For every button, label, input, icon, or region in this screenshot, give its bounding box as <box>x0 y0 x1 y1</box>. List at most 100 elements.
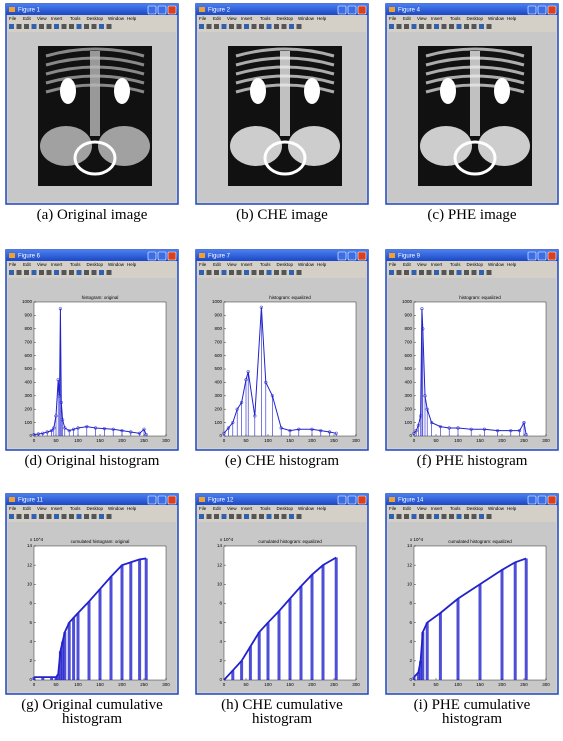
toolbar-icon <box>449 24 454 29</box>
x-tick-label: 200 <box>118 682 126 687</box>
window-title: Figure 11 <box>18 498 44 504</box>
window-title: Figure 9 <box>398 254 421 260</box>
menu-item: Help <box>317 506 327 511</box>
window-title: Figure 12 <box>208 498 234 504</box>
toolbar-icon <box>289 514 294 519</box>
menu-item: Tools <box>260 262 271 267</box>
plot-title: cumulated histogram: equalized <box>448 539 512 544</box>
toolbar-icon <box>442 514 447 519</box>
menu-item: Window <box>298 16 315 21</box>
menu-item: File <box>389 506 397 511</box>
toolbar-icon <box>62 24 67 29</box>
toolbar-icon <box>229 24 234 29</box>
y-tick-label: 14 <box>217 543 223 548</box>
toolbar-icon <box>282 270 287 275</box>
toolbar-icon <box>17 270 22 275</box>
toolbar-icon <box>92 514 97 519</box>
x-tick-label: 300 <box>352 438 360 443</box>
x-tick-label: 50 <box>53 438 59 443</box>
figure: Figure 1FileEditViewInsertToolsDesktopWi… <box>0 0 563 741</box>
menu-item: Tools <box>70 506 81 511</box>
x-tick-label: 200 <box>118 438 126 443</box>
x-tick-label: 250 <box>520 682 528 687</box>
x-tick-label: 300 <box>162 438 170 443</box>
toolbar-icon <box>207 24 212 29</box>
x-tick-label: 300 <box>542 682 550 687</box>
toolbar-icon <box>39 24 44 29</box>
window-button <box>548 6 556 14</box>
x-tick-label: 250 <box>140 682 148 687</box>
toolbar-icon <box>419 24 424 29</box>
window-button <box>168 496 176 504</box>
toolbar-icon <box>77 24 82 29</box>
spine <box>470 51 480 136</box>
y-tick-label: 100 <box>404 420 412 425</box>
menu-item: Tools <box>260 506 271 511</box>
menu-item: Edit <box>23 506 32 511</box>
window-button <box>158 252 166 260</box>
window-button <box>548 496 556 504</box>
window-button <box>358 496 366 504</box>
y-tick-label: 200 <box>214 406 222 411</box>
toolbar-icon <box>84 270 89 275</box>
window-button <box>148 496 156 504</box>
toolbar-icon <box>24 270 29 275</box>
y-tick-label: 12 <box>407 562 413 567</box>
menu-item: View <box>37 16 47 21</box>
menu-item: Edit <box>213 16 222 21</box>
toolbar-icon <box>397 24 402 29</box>
toolbar-icon <box>237 270 242 275</box>
caption: (b) CHE image <box>189 208 375 222</box>
menu-item: Edit <box>403 262 412 267</box>
toolbar-icon <box>92 24 97 29</box>
toolbar-icon <box>449 514 454 519</box>
menu-item: Window <box>488 16 505 21</box>
menu-item: Help <box>507 262 517 267</box>
toolbar-icon <box>39 270 44 275</box>
toolbar-icon <box>419 514 424 519</box>
y-tick-label: 10 <box>407 581 413 586</box>
toolbar-icon <box>39 514 44 519</box>
window-button <box>358 252 366 260</box>
y-tick-label: 500 <box>214 366 222 371</box>
x-tick-label: 50 <box>433 438 439 443</box>
x-tick-label: 250 <box>520 438 528 443</box>
toolbar-icon <box>267 514 272 519</box>
y-tick-label: 900 <box>404 313 412 318</box>
window-button <box>358 6 366 14</box>
y-tick-label: 1000 <box>212 299 223 304</box>
matlab-window: Figure 6FileEditViewInsertToolsDesktopWi… <box>6 250 178 450</box>
menu-item: File <box>9 262 17 267</box>
menu-item: Insert <box>241 262 253 267</box>
x-tick-label: 50 <box>243 682 249 687</box>
toolbar-icon <box>419 270 424 275</box>
toolbar-icon <box>237 514 242 519</box>
window-button <box>148 252 156 260</box>
toolbar-icon <box>24 24 29 29</box>
toolbar-icon <box>404 514 409 519</box>
x-tick-label: 250 <box>140 438 148 443</box>
menu-item: View <box>227 16 237 21</box>
menu-item: Tools <box>260 16 271 21</box>
toolbar-icon <box>427 270 432 275</box>
y-tick-label: 300 <box>404 393 412 398</box>
menu-item: Desktop <box>467 262 484 267</box>
toolbar-icon <box>99 24 104 29</box>
toolbar-icon <box>472 24 477 29</box>
window-button <box>548 252 556 260</box>
window-button <box>538 6 546 14</box>
x-tick-label: 200 <box>498 682 506 687</box>
toolbar-icon <box>107 514 112 519</box>
menu-item: Window <box>108 262 125 267</box>
kidney <box>494 78 510 104</box>
toolbar-icon <box>282 24 287 29</box>
toolbar-icon <box>267 24 272 29</box>
toolbar-icon <box>274 24 279 29</box>
menu-item: Window <box>298 506 315 511</box>
toolbar-icon <box>99 514 104 519</box>
toolbar-icon <box>9 514 14 519</box>
toolbar-icon <box>404 270 409 275</box>
toolbar-icon <box>84 24 89 29</box>
window-icon <box>389 7 395 12</box>
